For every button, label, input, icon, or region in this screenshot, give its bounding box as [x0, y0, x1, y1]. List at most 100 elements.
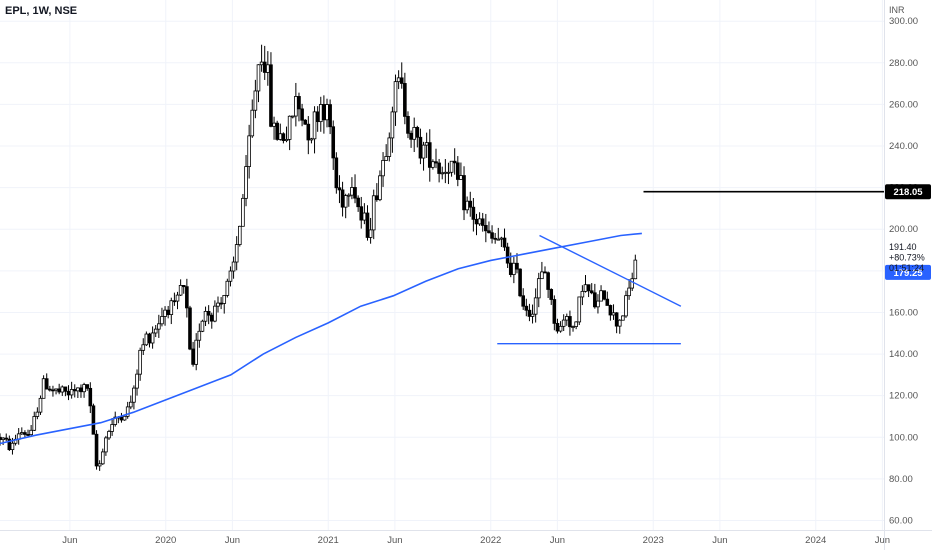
- candle-body: [468, 200, 473, 208]
- candle-body: [540, 271, 544, 280]
- candle-body: [412, 127, 417, 140]
- candle-body: [533, 297, 538, 315]
- candle-body: [135, 373, 139, 389]
- candle-body: [306, 123, 311, 141]
- candle-body: [185, 286, 189, 309]
- candles: [0, 44, 638, 471]
- candle-body: [141, 344, 146, 351]
- candle-body: [353, 187, 357, 199]
- candle-body: [459, 175, 463, 180]
- candle-body: [359, 206, 364, 221]
- candle-body: [97, 463, 102, 467]
- candle-body: [596, 300, 600, 308]
- candle-body: [160, 316, 164, 325]
- candle-body: [403, 83, 407, 117]
- y-tick-label: 280.00: [889, 58, 918, 69]
- candle-body: [278, 133, 283, 140]
- x-tick-label: 2022: [480, 535, 501, 546]
- candle-body: [216, 302, 220, 307]
- candle-body: [552, 299, 557, 324]
- candle-body: [452, 160, 457, 164]
- candle-body: [315, 111, 320, 123]
- y-tick-label: 240.00: [889, 141, 918, 152]
- candle-body: [241, 197, 245, 227]
- candle-body: [94, 433, 99, 467]
- candle-body: [490, 232, 494, 239]
- candle-body: [20, 432, 24, 435]
- candle-body: [119, 416, 124, 421]
- candle-body: [244, 166, 248, 199]
- candle-body: [611, 312, 616, 316]
- candle-body: [524, 305, 529, 311]
- target-badge-box: [885, 184, 931, 200]
- candle-body: [206, 310, 211, 316]
- candle-body: [209, 314, 214, 322]
- candle-body: [434, 161, 438, 164]
- candle-body: [589, 290, 594, 294]
- candle-body: [253, 90, 258, 111]
- y-tick-label: 120.00: [889, 391, 918, 402]
- candle-body: [259, 61, 264, 66]
- candle-body: [213, 305, 217, 322]
- candle-body: [82, 384, 86, 393]
- candle-body: [421, 144, 426, 159]
- candle-body: [568, 316, 572, 328]
- ma-badge-text: 179.25: [893, 268, 923, 279]
- candle-body: [181, 285, 186, 288]
- candle-body: [561, 319, 566, 327]
- candle-body: [371, 195, 376, 231]
- grid: [0, 0, 884, 530]
- candle-body: [38, 397, 43, 413]
- candle-body: [57, 388, 61, 393]
- candle-body: [577, 296, 582, 323]
- candle-body: [166, 309, 170, 315]
- candle-body: [565, 316, 569, 321]
- candle-body: [624, 295, 628, 317]
- candle-body: [32, 416, 37, 431]
- last-price-info: +80.73%: [889, 253, 925, 263]
- candle-body: [69, 389, 74, 396]
- candle-body: [393, 81, 398, 113]
- candle-body: [79, 387, 83, 393]
- candle-body: [512, 262, 516, 275]
- candle-body: [175, 294, 180, 302]
- candle-body: [527, 309, 532, 317]
- candle-body: [125, 406, 130, 417]
- x-tick-label: Jun: [875, 535, 890, 546]
- descending-trendline: [539, 234, 682, 307]
- candle-body: [331, 126, 336, 159]
- candle-body: [381, 159, 385, 177]
- candle-body: [621, 315, 625, 321]
- candle-body: [443, 171, 448, 174]
- candle-body: [194, 339, 199, 365]
- last-price-info: 01:51:24: [889, 263, 924, 273]
- candle-body: [144, 333, 149, 346]
- symbol-label[interactable]: EPL, 1W, NSE: [5, 5, 78, 17]
- candle-body: [599, 290, 603, 302]
- candle-body: [518, 268, 522, 297]
- candle-body: [297, 96, 301, 110]
- candle-body: [54, 388, 58, 391]
- candle-body: [431, 161, 435, 168]
- candle-body: [605, 298, 610, 306]
- candle-body: [275, 122, 279, 140]
- candle-body: [234, 244, 239, 263]
- candle-body: [272, 122, 276, 127]
- x-tick-label: Jun: [62, 535, 77, 546]
- candle-body: [543, 271, 547, 274]
- candle-body: [347, 194, 351, 197]
- candle-body: [23, 432, 27, 435]
- x-tick-label: Jun: [712, 535, 727, 546]
- candle-body: [508, 262, 513, 275]
- candle-body: [496, 238, 501, 241]
- y-tick-label: 60.00: [889, 516, 913, 527]
- candle-body: [309, 138, 314, 141]
- candle-body: [303, 119, 308, 125]
- candle-body: [48, 388, 52, 391]
- candle-body: [228, 270, 233, 282]
- ma-line: [0, 232, 642, 445]
- candle-body: [427, 142, 432, 168]
- candle-body: [225, 280, 230, 296]
